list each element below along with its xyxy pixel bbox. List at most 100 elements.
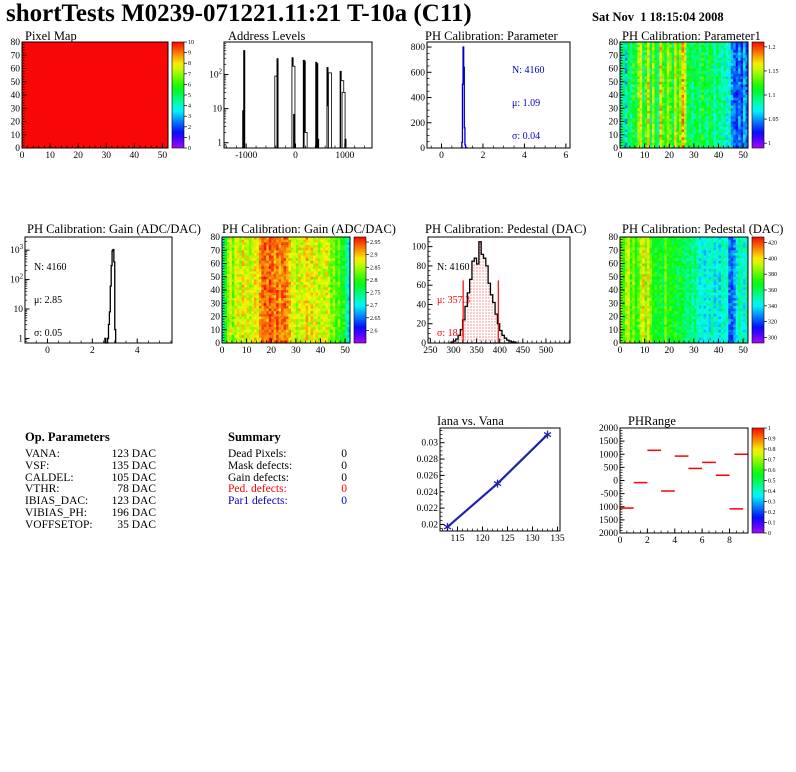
tick-label: 50 [211, 273, 221, 283]
tick-label: 4 [188, 104, 191, 110]
row-value: 0 [341, 483, 347, 496]
tick-label: 1500 [599, 437, 618, 447]
tick-label: 600 [411, 68, 426, 78]
tick-label: 40 [609, 91, 619, 101]
axes: 0 2 4 6 0 200 400 600 800 [411, 41, 571, 161]
tick-label: 40 [316, 346, 326, 356]
segments [620, 449, 748, 510]
row-value: 135 DAC [111, 459, 156, 472]
tick-label: 2.9 [370, 253, 378, 259]
table-row: Par1 defects: 0 [228, 495, 347, 508]
tick-label: 0.2 [768, 510, 776, 516]
tick-label: 6 [188, 82, 191, 88]
tick-label: 0.9 [768, 437, 776, 443]
tick-label: 50 [738, 151, 748, 161]
tick-label: 20 [609, 313, 619, 323]
table-row: VTHR: 78 DAC [25, 484, 156, 496]
tick-label: 4 [672, 536, 677, 546]
tick-label: 8 [188, 61, 191, 67]
tick-label: 70 [609, 51, 619, 61]
tick-label: 0.024 [417, 488, 439, 498]
stats-sigma: σ: 0.04 [512, 131, 541, 142]
tick-label: 0 [45, 346, 50, 356]
iana-vana-title: Iana vs. Vana [437, 414, 504, 428]
tick-label: 1.15 [768, 69, 779, 75]
table-row: Mask defects: 0 [228, 459, 347, 473]
row-label: VTHR: [25, 483, 60, 496]
tick-label: 0 [439, 151, 444, 161]
tick-label: 4 [522, 151, 527, 161]
stats-sigma: σ: 18.1 [437, 328, 466, 339]
tick-label: 1 [217, 139, 222, 149]
ph-parameter-chart: 0 2 4 6 0 200 400 600 800 [411, 41, 571, 161]
heatmap-cells [620, 237, 749, 344]
tick-label: 10 [242, 346, 252, 356]
timestamp: Sat Nov 1 18:15:04 2008 [592, 10, 724, 24]
colorbar: 2.95 2.9 2.85 2.8 2.75 2.7 2.65 2.6 [353, 236, 381, 344]
axes: 0 2 4 6 8 2000 1500 1000 500 0 -500 1000 1500 2000 [599, 424, 749, 546]
tick-label: 0.4 [768, 489, 776, 495]
axes: -1000 0 1000 1 10 102 [209, 41, 373, 161]
heatmap-cells [222, 237, 351, 344]
tick-label: 0.7 [768, 458, 776, 464]
row-value: 78 DAC [117, 483, 156, 496]
tick-label: 120 [475, 534, 490, 544]
tick-label: 0 [613, 339, 618, 349]
tick-label: 4 [135, 346, 140, 356]
summary-block: Summary Dead Pixels: 0 Mask defects: 0 Gain … [228, 430, 347, 508]
tick-label: 0 [420, 144, 425, 154]
stats-n: N: 4160 [512, 65, 545, 76]
axes: 0 2 4 1 10 102 103 [10, 236, 173, 356]
tick-label: 0.1 [768, 521, 776, 527]
tick-label: 2 [90, 346, 95, 356]
tick-label: 8 [727, 536, 732, 546]
colorbar: 1 0.9 0.8 0.7 0.6 0.5 0.4 0.3 0.2 0.1 0 [751, 426, 776, 537]
table-row: IBIAS_DAC: 123 DAC [25, 495, 156, 508]
tick-label: 1000 [599, 503, 618, 513]
tick-label: 800 [411, 43, 426, 53]
tick-label: 0 [618, 151, 623, 161]
tick-label: 60 [11, 65, 21, 75]
tick-label: 20 [266, 346, 276, 356]
tick-label: 20 [664, 151, 674, 161]
tick-label: 380 [768, 272, 777, 278]
tick-label: 320 [768, 320, 777, 326]
pedestal-map-chart: 0 10 20 30 40 50 0 10 20 30 40 50 60 70 80 420 400 380 360… [609, 233, 778, 356]
tick-label: 40 [11, 91, 21, 101]
tick-label: 500 [539, 346, 554, 356]
tick-label: 80 [609, 233, 619, 243]
tick-label: 6 [563, 151, 568, 161]
row-value: 105 DAC [111, 471, 156, 484]
op-parameters-title: Op. Parameters [25, 430, 110, 444]
row-value: 0 [341, 471, 347, 484]
tick-label: 60 [609, 65, 619, 75]
tick-label: 3 [188, 114, 191, 120]
tick-label: 115 [451, 534, 465, 544]
axes: 115 120 125 130 135 0.02 0.022 0.024 0.026 0.028 0… [417, 427, 565, 544]
tick-label: 20 [609, 118, 619, 128]
tick-label: 10 [640, 151, 650, 161]
row-label: VANA: [25, 448, 60, 460]
row-value: 0 [341, 495, 347, 508]
tick-label: 0 [15, 144, 20, 154]
tick-label: 20 [664, 346, 674, 356]
tick-label: 2.85 [370, 265, 381, 271]
tick-label: 0 [293, 151, 298, 161]
tick-label: 0 [618, 536, 623, 546]
row-label: Gain defects: [228, 471, 289, 484]
tick-label: 0.03 [421, 439, 438, 449]
tick-label: 300 [768, 335, 777, 341]
gain-map-title: PH Calibration: Gain (ADC/DAC) [222, 222, 396, 236]
gain-map-chart: 0 10 20 30 40 50010203040506070802.952.92.852… [211, 233, 381, 356]
row-label: Mask defects: [228, 459, 293, 472]
tick-label: 0 [220, 346, 225, 356]
tick-label: 30 [689, 346, 699, 356]
tick-label: 400 [411, 94, 426, 104]
row-label: Par1 defects: [228, 495, 288, 508]
tick-label: 40 [417, 300, 427, 310]
table-row: Dead Pixels: 0 [228, 448, 347, 461]
tick-label: 50 [11, 78, 21, 88]
tick-label: 2000 [599, 529, 618, 539]
tick-label: 400 [768, 256, 777, 262]
axes: 0 10 20 30 40 50 0 10 20 30 40 50 60 70 80 [609, 233, 749, 356]
